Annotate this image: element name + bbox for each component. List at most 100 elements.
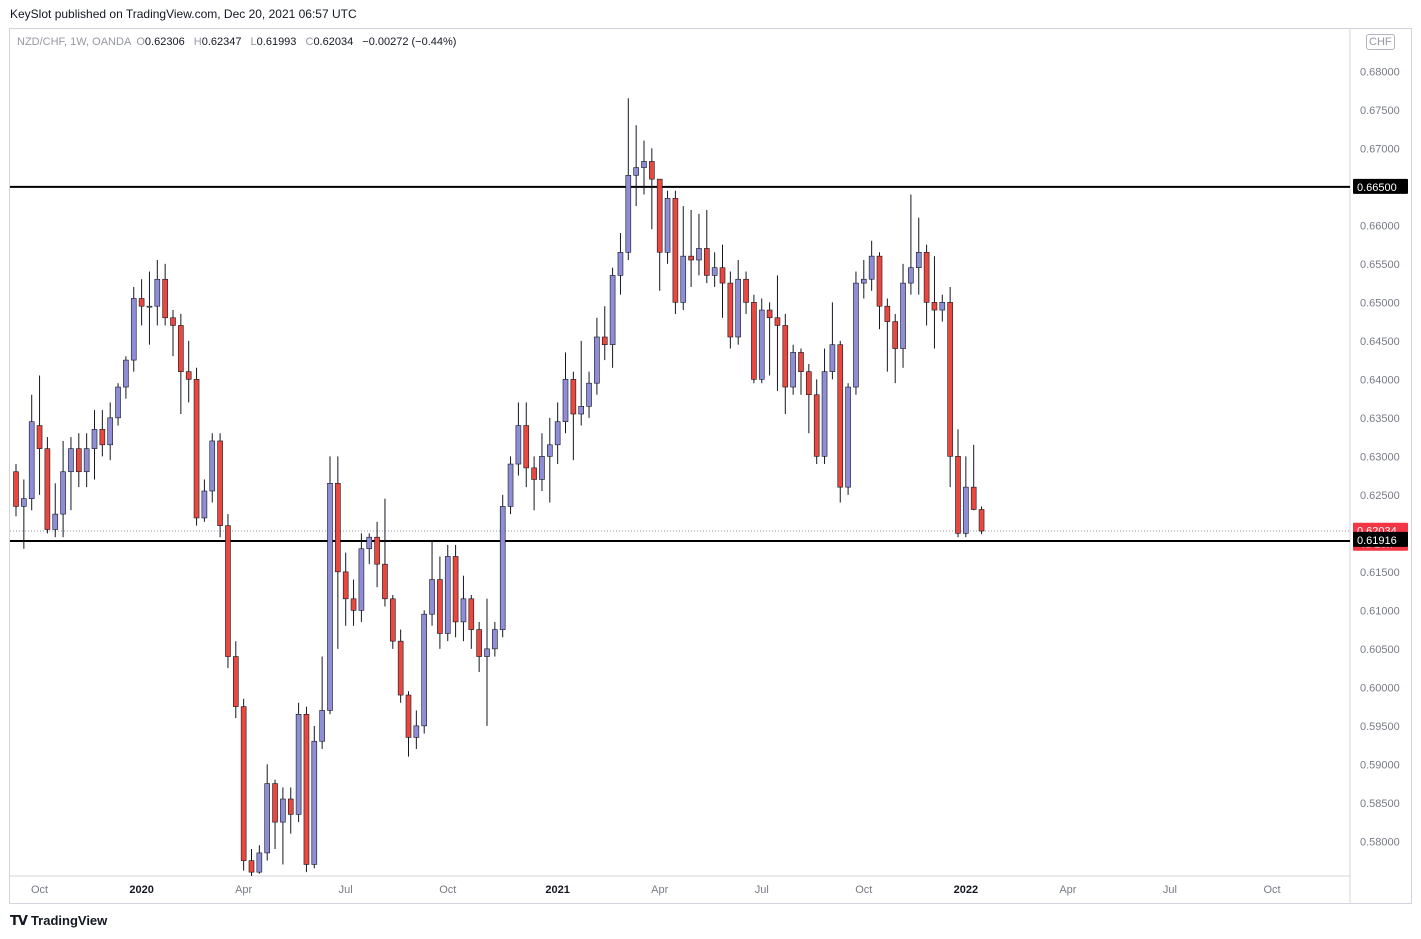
x-tick-label: Oct — [439, 884, 456, 896]
candle-body — [335, 482, 341, 573]
candle-body — [672, 198, 679, 303]
candle-body — [468, 598, 475, 630]
candle-body — [829, 344, 836, 372]
candle-body — [884, 305, 891, 322]
candle-body — [146, 305, 153, 308]
candle-body — [633, 167, 639, 176]
candle-body — [492, 629, 498, 650]
candle-body — [21, 498, 27, 507]
candle-body — [60, 471, 66, 515]
candle-body — [138, 298, 145, 307]
candle-body — [28, 421, 35, 500]
y-tick-label: 0.65000 — [1360, 297, 1400, 309]
candle-body — [798, 352, 804, 372]
candle-body — [256, 852, 263, 873]
candle-body — [727, 282, 734, 338]
candle-body — [413, 725, 420, 738]
candle-body — [703, 248, 710, 276]
legend-close-label: C — [305, 36, 314, 48]
y-tick-label: 0.59500 — [1360, 721, 1400, 733]
candle-body — [240, 706, 247, 861]
x-tick-label: Jul — [339, 884, 353, 896]
x-tick-label: Jul — [755, 884, 769, 896]
candle-body — [185, 371, 192, 380]
candle-body — [52, 513, 59, 530]
candle-body — [107, 417, 113, 446]
candle-body — [319, 710, 325, 742]
candle-body — [664, 198, 671, 253]
candle-body — [515, 425, 522, 465]
candle-body — [782, 325, 789, 388]
candle-body — [476, 629, 482, 657]
candle-body — [452, 556, 459, 623]
x-tick-label: Apr — [235, 884, 252, 896]
candle-body — [719, 267, 726, 284]
candle-body — [358, 548, 365, 611]
y-tick-label: 0.65500 — [1360, 259, 1400, 271]
candle-body — [76, 448, 82, 473]
candle-body — [342, 571, 349, 600]
tradingview-logo-icon: 𝗧𝗩 — [10, 913, 28, 928]
candle-body — [429, 579, 435, 615]
candle-body — [853, 282, 859, 388]
candle-body — [209, 440, 216, 492]
legend-high-value: 0.62347 — [201, 36, 242, 48]
legend-close-value: 0.62034 — [313, 36, 354, 48]
candle-body — [790, 352, 796, 388]
candle-body — [389, 598, 396, 642]
y-tick-label: 0.60000 — [1360, 682, 1400, 694]
y-tick-label: 0.59000 — [1360, 759, 1400, 771]
candle-body — [162, 278, 168, 319]
candle-body — [303, 713, 310, 865]
y-tick-label: 0.60500 — [1360, 644, 1400, 656]
currency-badge[interactable]: CHF — [1366, 34, 1395, 50]
candle-body — [711, 267, 718, 276]
candle-body — [570, 379, 577, 415]
candle-body — [955, 456, 961, 534]
candle-body — [641, 161, 647, 168]
candle-body — [931, 302, 938, 311]
candle-body — [397, 640, 404, 696]
candle-body — [366, 536, 373, 550]
candle-body — [13, 471, 19, 507]
candle-body — [523, 425, 530, 469]
y-tick-label: 0.67500 — [1360, 105, 1400, 117]
candle-body — [594, 336, 600, 384]
candle-body — [970, 486, 977, 510]
legend-symbol[interactable]: NZD/CHF, 1W, OANDA — [17, 36, 132, 48]
candle-body — [908, 267, 914, 284]
candle-body — [311, 740, 318, 865]
y-tick-label: 0.62500 — [1360, 490, 1400, 502]
candle-body — [295, 713, 302, 815]
price-tag-label: 0.61916 — [1357, 535, 1397, 547]
candle-body — [91, 429, 98, 449]
candle-body — [115, 386, 121, 419]
x-tick-label: Oct — [855, 884, 872, 896]
y-tick-label: 0.63500 — [1360, 413, 1400, 425]
x-tick-label: 2021 — [545, 884, 569, 896]
candle-body — [649, 161, 655, 180]
candle-body — [900, 282, 906, 349]
candle-body — [531, 467, 537, 480]
candle-body — [44, 448, 51, 530]
candle-body — [170, 317, 176, 326]
tradingview-brand[interactable]: 𝗧𝗩 TradingView — [10, 913, 107, 929]
candle-body — [837, 344, 844, 488]
candle-body — [806, 371, 812, 396]
candle-body — [845, 386, 851, 488]
candle-body — [625, 175, 632, 253]
candle-body — [915, 252, 922, 269]
candle-body — [264, 783, 271, 854]
candle-body — [374, 536, 380, 565]
y-tick-label: 0.61000 — [1360, 605, 1400, 617]
candle-body — [868, 255, 875, 280]
candle-body — [421, 613, 428, 727]
candle-body — [507, 463, 514, 507]
x-tick-label: Oct — [1263, 884, 1280, 896]
candle-body — [876, 255, 883, 307]
candle-body — [130, 298, 137, 361]
candle-body — [617, 252, 624, 276]
price-tag — [1353, 178, 1408, 194]
candle-body — [978, 509, 985, 532]
